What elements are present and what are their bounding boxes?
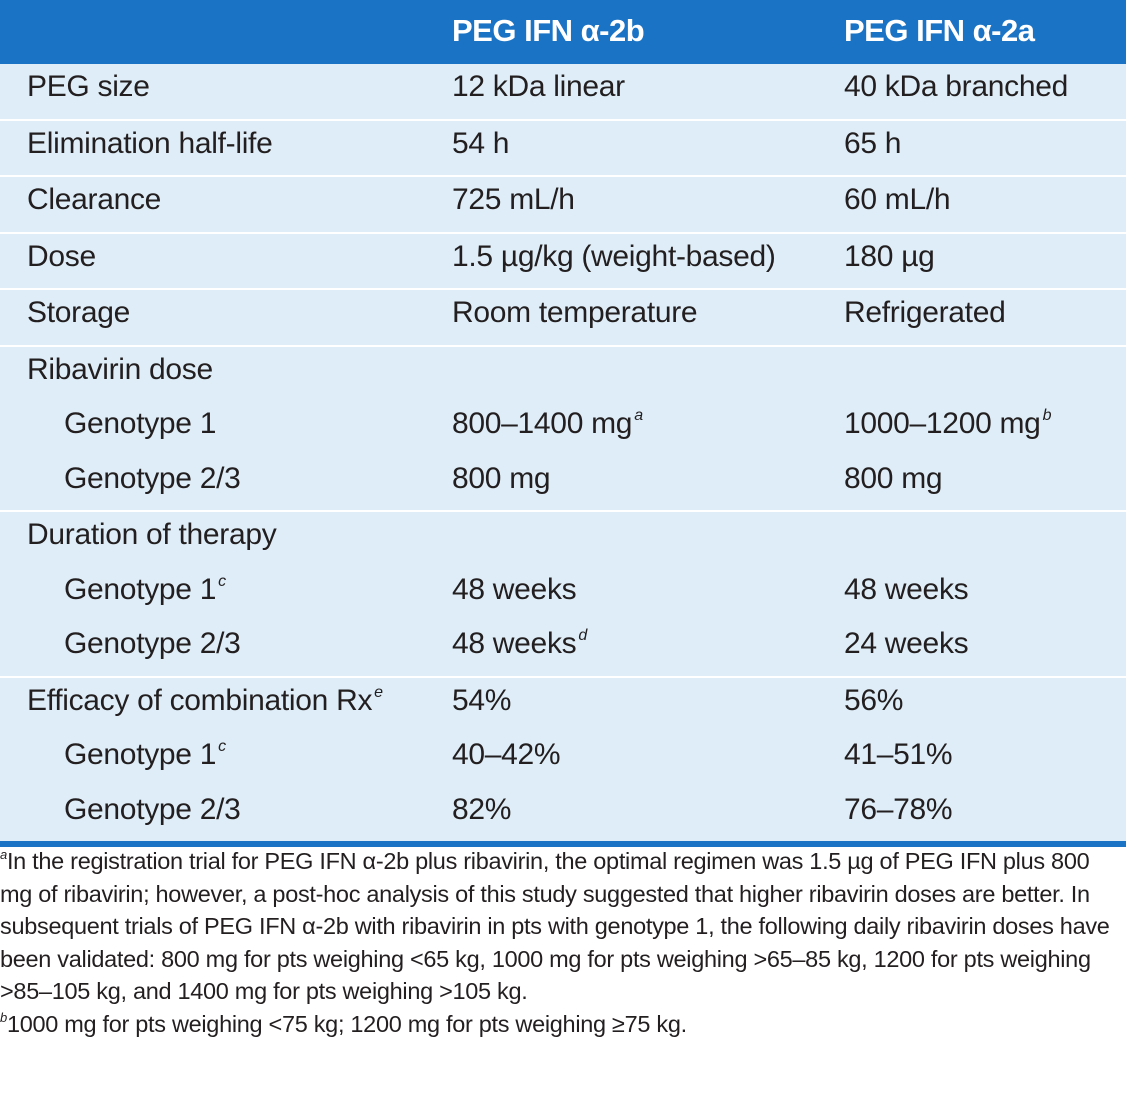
row-label: PEG size bbox=[27, 70, 150, 103]
cell-2a: 56% bbox=[844, 683, 904, 717]
footnote-mark: c bbox=[218, 738, 226, 755]
table-body: PEG size 12 kDa linear 40 kDa branched E… bbox=[0, 64, 1126, 841]
cell-2b: 12 kDa linear bbox=[452, 70, 625, 103]
table-header: PEG IFN α-2b PEG IFN α-2a bbox=[0, 0, 1126, 64]
cell-2b: 725 mL/h bbox=[452, 183, 575, 216]
row-label: Clearance bbox=[27, 183, 162, 216]
footnote-mark: e bbox=[374, 683, 383, 701]
cell-2a: 41–51% bbox=[844, 738, 953, 771]
footnote-mark: b bbox=[1042, 407, 1052, 424]
row-label: Dose bbox=[27, 239, 96, 273]
table-row: Clearance 725 mL/h 60 mL/h bbox=[0, 177, 1126, 232]
table-row: Duration of therapy bbox=[0, 512, 1126, 567]
footnote-a: aIn the registration trial for PEG IFN α… bbox=[0, 847, 1110, 1005]
row-label: Genotype 1 bbox=[64, 407, 217, 440]
cell-2a: 40 kDa branched bbox=[844, 70, 1068, 103]
cell-2b: 40–42% bbox=[452, 738, 561, 771]
row-label: Genotype 2/3 bbox=[64, 792, 241, 826]
footnotes: aIn the registration trial for PEG IFN α… bbox=[0, 845, 1126, 1041]
footnote-mark: a bbox=[634, 407, 643, 424]
row-label: Elimination half-life bbox=[27, 126, 273, 160]
header-peg-ifn-2b: PEG IFN α-2b bbox=[452, 13, 645, 48]
cell-2b: 54 h bbox=[452, 126, 510, 160]
cell-2a: 60 mL/h bbox=[844, 183, 951, 216]
row-group: Ribavirin dose Genotype 1 800–1400 mg a 1… bbox=[0, 344, 1126, 511]
table-row: Storage Room temperature Refrigerated bbox=[0, 290, 1126, 345]
footnote-mark: d bbox=[578, 627, 587, 644]
row-label: Efficacy of combination Rx e bbox=[27, 683, 383, 717]
cell-2b: Room temperature bbox=[452, 296, 698, 329]
row-label: Genotype 2/3 bbox=[64, 627, 241, 660]
cell-2a: 24 weeks bbox=[844, 627, 969, 660]
row-group: Storage Room temperature Refrigerated bbox=[0, 288, 1126, 345]
cell-2b: 800–1400 mg a bbox=[452, 407, 643, 440]
cell-2b: 800 mg bbox=[452, 461, 551, 495]
table-row: Efficacy of combination Rx e 54% 56% bbox=[0, 678, 1126, 733]
footnote-mark: a bbox=[0, 847, 7, 862]
cell-2a: 1000–1200 mg b bbox=[844, 407, 1052, 440]
table-row: Dose 1.5 µg/kg (weight-based) 180 µg bbox=[0, 234, 1126, 289]
row-label: Duration of therapy bbox=[27, 518, 277, 551]
table-bottom-rule bbox=[0, 841, 1126, 847]
table-row: PEG size 12 kDa linear 40 kDa branched bbox=[0, 64, 1126, 119]
row-label: Storage bbox=[27, 296, 130, 329]
table-row: Genotype 1 800–1400 mg a 1000–1200 mg b bbox=[0, 401, 1126, 456]
table-row: Genotype 2/3 48 weeks d 24 weeks bbox=[0, 621, 1126, 676]
row-label: Genotype 2/3 bbox=[64, 461, 241, 495]
cell-2b: 82% bbox=[452, 792, 512, 826]
comparison-table: PEG IFN α-2b PEG IFN α-2a PEG size 12 kD… bbox=[0, 0, 1126, 847]
cell-2a: 180 µg bbox=[844, 239, 935, 273]
cell-2b: 48 weeks d bbox=[452, 627, 587, 660]
row-group: Elimination half-life 54 h 65 h bbox=[0, 118, 1126, 176]
cell-2a: 76–78% bbox=[844, 792, 953, 826]
row-group: Dose 1.5 µg/kg (weight-based) 180 µg bbox=[0, 231, 1126, 289]
footnote-b: b1000 mg for pts weighing <75 kg; 1200 m… bbox=[0, 1009, 687, 1037]
row-label: Ribavirin dose bbox=[27, 352, 213, 386]
row-group: Efficacy of combination Rx e 54% 56% Geno… bbox=[0, 675, 1126, 842]
cell-2a: Refrigerated bbox=[844, 296, 1006, 329]
cell-2a: 800 mg bbox=[844, 461, 943, 495]
header-peg-ifn-2a: PEG IFN α-2a bbox=[844, 13, 1035, 48]
cell-2b: 1.5 µg/kg (weight-based) bbox=[452, 239, 776, 273]
row-group: PEG size 12 kDa linear 40 kDa branched bbox=[0, 64, 1126, 119]
footnote-mark: c bbox=[218, 572, 226, 590]
table-row: Ribavirin dose bbox=[0, 347, 1126, 402]
row-group: Clearance 725 mL/h 60 mL/h bbox=[0, 175, 1126, 232]
cell-2b: 54% bbox=[452, 683, 512, 717]
table-row: Genotype 2/3 82% 76–78% bbox=[0, 787, 1126, 842]
footnote-mark: b bbox=[0, 1009, 7, 1025]
cell-2a: 65 h bbox=[844, 126, 902, 160]
table-row: Genotype 2/3 800 mg 800 mg bbox=[0, 456, 1126, 511]
cell-2a: 48 weeks bbox=[844, 572, 969, 606]
cell-2b: 48 weeks bbox=[452, 572, 577, 606]
table-row: Elimination half-life 54 h 65 h bbox=[0, 121, 1126, 176]
